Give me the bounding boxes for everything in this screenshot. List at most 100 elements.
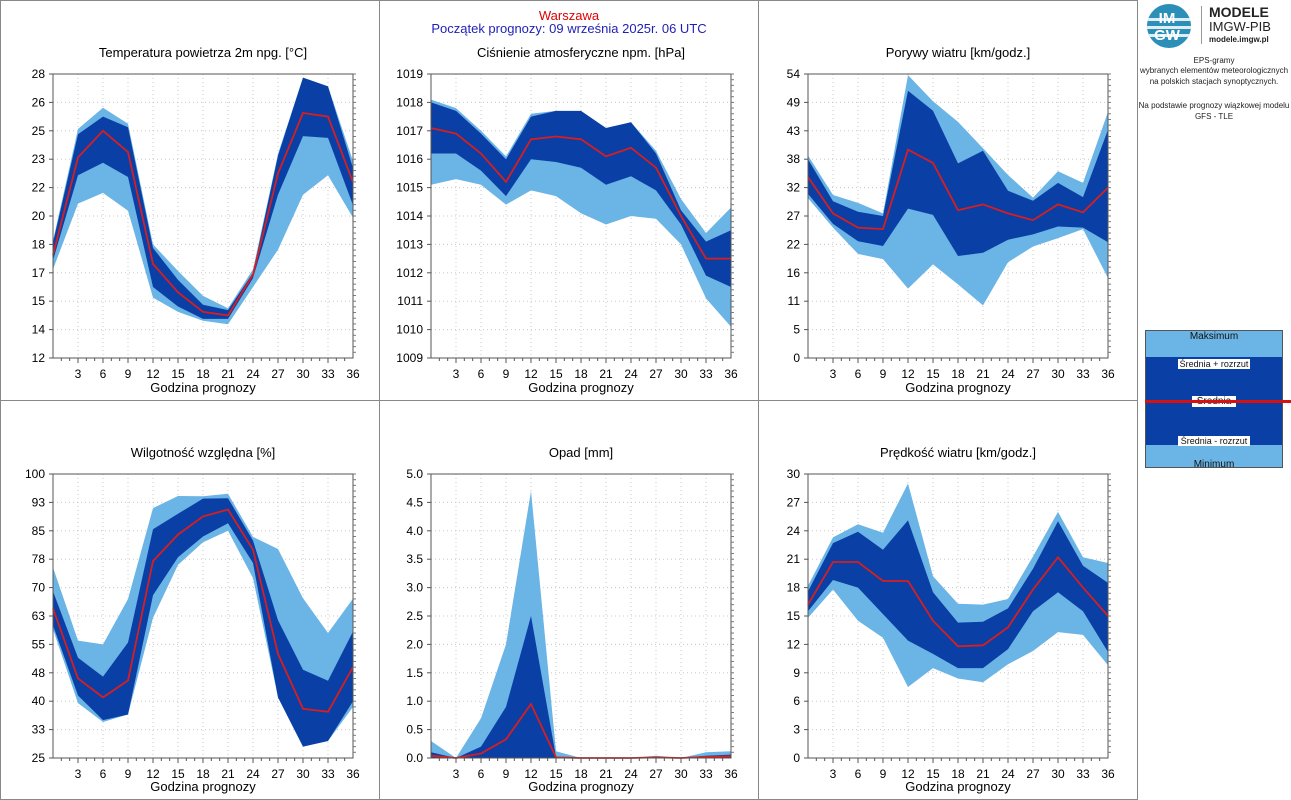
x-tick-label-wind: 27	[1026, 767, 1040, 781]
y-tick-label-humidity: 78	[32, 552, 46, 566]
x-tick-label-pressure: 36	[724, 367, 738, 381]
legend-band-min	[1146, 445, 1282, 467]
y-tick-label-pressure: 1013	[396, 237, 423, 251]
x-tick-label-humidity: 6	[100, 767, 107, 781]
x-tick-label-pressure: 33	[699, 367, 713, 381]
x-tick-label-pressure: 30	[674, 367, 688, 381]
x-tick-label-pressure: 12	[524, 367, 538, 381]
y-tick-label-precip: 0.5	[406, 723, 423, 737]
logo-name-imgw: IMGW-PIB	[1209, 19, 1271, 34]
y-tick-label-wind: 9	[793, 666, 800, 680]
chart-title-humidity: Wilgotność względna [%]	[130, 445, 276, 460]
x-tick-label-temperature: 30	[296, 367, 310, 381]
x-tick-label-precip: 24	[624, 767, 638, 781]
y-tick-label-temperature: 20	[32, 209, 46, 223]
x-tick-label-pressure: 21	[599, 367, 613, 381]
mean-line-temperature	[52, 112, 354, 317]
x-tick-label-pressure: 3	[453, 367, 460, 381]
x-tick-label-wind: 6	[855, 767, 862, 781]
y-tick-label-temperature: 12	[32, 351, 46, 365]
x-tick-label-pressure: 15	[549, 367, 563, 381]
y-tick-label-humidity: 100	[25, 467, 45, 481]
mean-line-gusts	[807, 148, 1109, 231]
logo-url[interactable]: modele.imgw.pl	[1209, 35, 1269, 44]
y-tick-label-precip: 1.0	[406, 694, 423, 708]
y-tick-label-humidity: 55	[32, 637, 46, 651]
y-tick-label-temperature: 26	[32, 95, 46, 109]
y-tick-label-precip: 2.0	[406, 637, 423, 651]
y-tick-label-gusts: 49	[787, 95, 801, 109]
y-tick-label-wind: 0	[793, 751, 800, 765]
y-tick-label-pressure: 1016	[396, 152, 423, 166]
y-tick-label-precip: 2.5	[406, 609, 423, 623]
x-tick-label-gusts: 3	[830, 367, 837, 381]
chart-title-pressure: Ciśnienie atmosferyczne npm. [hPa]	[476, 45, 686, 60]
x-tick-label-humidity: 27	[271, 767, 285, 781]
imgw-logo-circle: IM GW	[1147, 4, 1191, 48]
band-spread-gusts	[808, 90, 1108, 256]
y-tick-label-gusts: 38	[787, 152, 801, 166]
x-tick-label-precip: 30	[674, 767, 688, 781]
x-tick-label-humidity: 12	[146, 767, 160, 781]
y-tick-label-gusts: 27	[787, 209, 801, 223]
x-tick-label-temperature: 27	[271, 367, 285, 381]
x-tick-label-precip: 27	[649, 767, 663, 781]
y-tick-label-pressure: 1019	[396, 67, 423, 81]
logo-text-gw: GW	[1154, 27, 1180, 44]
y-tick-label-pressure: 1012	[396, 266, 423, 280]
x-tick-label-temperature: 3	[75, 367, 82, 381]
y-tick-label-precip: 4.0	[406, 524, 423, 538]
x-tick-label-wind: 15	[926, 767, 940, 781]
chart-title-wind: Prędkość wiatru [km/godz.]	[879, 445, 1037, 460]
y-tick-label-precip: 0.0	[406, 751, 423, 765]
x-tick-label-precip: 12	[524, 767, 538, 781]
logo-name-modele: MODELE	[1209, 4, 1269, 20]
x-tick-label-gusts: 12	[901, 367, 915, 381]
chart-title-gusts: Porywy wiatru [km/godz.]	[885, 45, 1031, 60]
y-tick-label-precip: 5.0	[406, 467, 423, 481]
x-tick-label-pressure: 9	[503, 367, 510, 381]
x-tick-label-humidity: 3	[75, 767, 82, 781]
x-tick-label-temperature: 6	[100, 367, 107, 381]
x-tick-label-wind: 30	[1051, 767, 1065, 781]
y-tick-label-gusts: 32	[787, 181, 801, 195]
x-tick-label-precip: 36	[724, 767, 738, 781]
y-tick-label-temperature: 15	[32, 294, 46, 308]
x-tick-label-humidity: 36	[346, 767, 360, 781]
legend-box: Maksimum Średnia + rozrzut Średnia Średn…	[1145, 330, 1283, 470]
x-tick-label-temperature: 12	[146, 367, 160, 381]
x-tick-label-gusts: 27	[1026, 367, 1040, 381]
y-tick-label-humidity: 33	[32, 723, 46, 737]
x-tick-label-precip: 15	[549, 767, 563, 781]
y-tick-label-gusts: 0	[793, 351, 800, 365]
x-axis-label-pressure: Godzina prognozy	[528, 380, 634, 395]
y-tick-label-gusts: 11	[788, 294, 801, 308]
forecast-start: Początek prognozy: 09 września 2025r. 06…	[431, 21, 707, 36]
y-tick-label-pressure: 1015	[396, 181, 423, 195]
x-tick-label-temperature: 9	[125, 367, 132, 381]
y-tick-label-wind: 21	[787, 552, 801, 566]
y-tick-label-wind: 6	[793, 694, 800, 708]
x-tick-label-temperature: 18	[196, 367, 210, 381]
x-axis-label-wind: Godzina prognozy	[905, 779, 1011, 794]
mean-line-pressure	[430, 127, 731, 260]
legend-label-max: Maksimum	[1189, 331, 1239, 342]
band-range-wind	[808, 483, 1108, 687]
mean-line-wind	[807, 555, 1109, 648]
y-tick-label-gusts: 16	[787, 266, 801, 280]
x-tick-label-wind: 18	[951, 767, 965, 781]
y-tick-label-wind: 3	[793, 723, 800, 737]
x-tick-label-precip: 6	[478, 767, 485, 781]
x-tick-label-wind: 9	[880, 767, 887, 781]
x-tick-label-precip: 9	[503, 767, 510, 781]
band-range-precip	[431, 491, 731, 758]
x-tick-label-precip: 33	[699, 767, 713, 781]
x-tick-label-pressure: 18	[574, 367, 588, 381]
y-tick-label-humidity: 63	[32, 609, 46, 623]
x-tick-label-temperature: 36	[346, 367, 360, 381]
y-tick-label-pressure: 1009	[396, 351, 423, 365]
x-tick-label-gusts: 6	[855, 367, 862, 381]
x-tick-label-humidity: 18	[196, 767, 210, 781]
sidebar-line-5: GFS - TLE	[1194, 112, 1234, 121]
